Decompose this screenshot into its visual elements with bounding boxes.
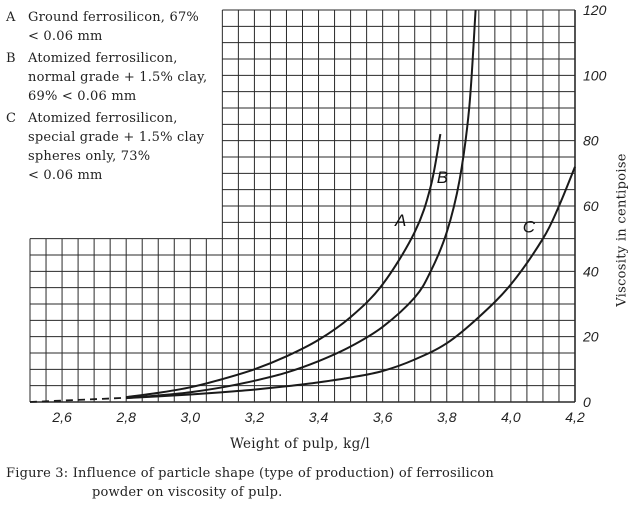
caption-line-2: powder on viscosity of pulp. bbox=[92, 485, 283, 500]
x-axis-label: Weight of pulp, kg/l bbox=[229, 436, 371, 452]
x-tick-label: 3,0 bbox=[181, 409, 201, 425]
series-label-a: A bbox=[394, 211, 406, 230]
legend-text: Ground ferrosilicon, 67% bbox=[28, 10, 199, 25]
y-tick-label: 0 bbox=[583, 394, 591, 410]
axes bbox=[30, 10, 576, 403]
x-tick-label: 4,2 bbox=[565, 409, 585, 425]
x-tick-label: 3,6 bbox=[373, 409, 393, 425]
y-tick-label: 60 bbox=[583, 198, 599, 214]
legend-item-a: A Ground ferrosilicon, 67% < 0.06 mm bbox=[6, 8, 276, 46]
legend-key: B bbox=[6, 51, 16, 66]
y-tick-label: 20 bbox=[582, 329, 599, 345]
x-tick-label: 3,2 bbox=[245, 409, 265, 425]
x-tick-label: 4,0 bbox=[501, 409, 521, 425]
legend-text: Atomized ferrosilicon, bbox=[28, 51, 178, 66]
x-tick-label: 2,6 bbox=[51, 409, 72, 425]
legend-text: special grade + 1.5% clay bbox=[28, 130, 205, 145]
y-axis-label: Viscosity in centipoise bbox=[614, 153, 630, 307]
series-lines bbox=[29, 9, 576, 403]
dashed-extension-line bbox=[29, 396, 127, 403]
legend-text: spheres only, 73% bbox=[28, 149, 151, 164]
figure-caption: Figure 3: Influence of particle shape (t… bbox=[6, 464, 634, 502]
series-label-c: C bbox=[523, 218, 536, 237]
legend-key: A bbox=[6, 10, 16, 25]
y-tick-label: 120 bbox=[583, 2, 607, 18]
legend-key: C bbox=[6, 111, 17, 126]
y-tick-label: 100 bbox=[583, 67, 607, 83]
series-label-b: B bbox=[437, 168, 448, 187]
series-line-c bbox=[126, 166, 576, 400]
legend-text: 69% < 0.06 mm bbox=[28, 89, 137, 104]
legend-item-c: C Atomized ferrosilicon, special grade +… bbox=[6, 109, 276, 185]
y-tick-label: 40 bbox=[583, 263, 599, 279]
x-tick-label: 3,8 bbox=[437, 409, 457, 425]
x-tick-label: 3,4 bbox=[309, 409, 329, 425]
legend-text: < 0.06 mm bbox=[28, 168, 103, 183]
legend-item-b: B Atomized ferrosilicon, normal grade + … bbox=[6, 49, 276, 106]
legend: A Ground ferrosilicon, 67% < 0.06 mm B A… bbox=[6, 8, 276, 188]
x-tick-label: 2,8 bbox=[115, 409, 136, 425]
caption-line-1: Figure 3: Influence of particle shape (t… bbox=[6, 466, 494, 481]
tick-labels: 2,6 2,8 3,0 3,2 3,4 3,6 3,8 4,0 4,20 20 40 60 80 100 1… bbox=[51, 2, 606, 425]
series-line-b bbox=[126, 9, 477, 400]
legend-text: < 0.06 mm bbox=[28, 29, 103, 44]
y-tick-label: 80 bbox=[583, 133, 599, 149]
legend-text: normal grade + 1.5% clay, bbox=[28, 70, 208, 85]
legend-text: Atomized ferrosilicon, bbox=[28, 111, 178, 126]
grid bbox=[29, 9, 576, 403]
series-line-a bbox=[126, 133, 442, 399]
